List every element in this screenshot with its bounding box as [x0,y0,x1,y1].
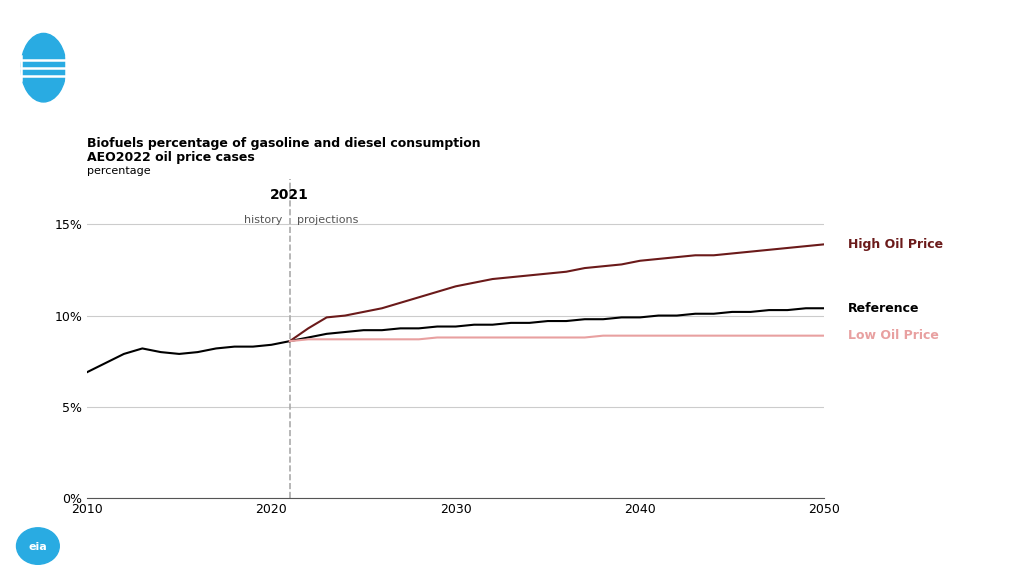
Circle shape [16,528,59,564]
Text: consumption: consumption [87,59,259,83]
Text: (AEO2022): (AEO2022) [481,541,545,551]
Text: Annual Energy Outlook 2022: Annual Energy Outlook 2022 [348,541,508,551]
Text: AEO2022 oil price cases: AEO2022 oil price cases [87,151,255,165]
Text: Low Oil Price: Low Oil Price [848,329,939,342]
Text: Reference: Reference [848,302,920,314]
Text: 18: 18 [987,541,1004,551]
Text: Source: U.S. Energy Information Administration,: Source: U.S. Energy Information Administ… [87,541,358,551]
Text: percentage: percentage [87,166,151,176]
Circle shape [20,33,67,102]
Text: 2021: 2021 [270,188,309,202]
Text: eia: eia [29,542,47,552]
Text: High Oil Price: High Oil Price [848,238,943,251]
Text: Biofuels percentage of gasoline and diesel consumption: Biofuels percentage of gasoline and dies… [87,137,480,150]
Text: Biofuels as a percentage of U.S. motor gasoline and diesel: Biofuels as a percentage of U.S. motor g… [87,20,868,44]
Text: projections: projections [297,215,358,225]
Circle shape [14,23,73,112]
Text: history: history [244,215,283,225]
Circle shape [11,523,65,569]
Text: www.eia.gov/aeo: www.eia.gov/aeo [891,541,986,551]
